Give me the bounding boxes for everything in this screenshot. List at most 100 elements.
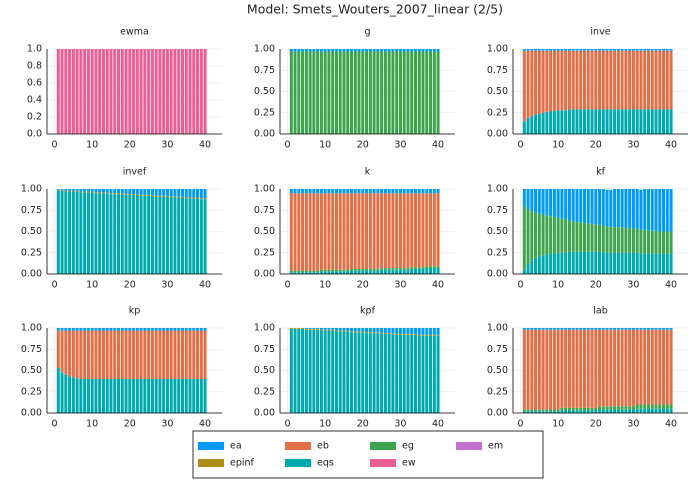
bar-segment [75, 190, 79, 192]
bar-segment [545, 49, 549, 51]
bar-segment [383, 189, 387, 194]
bar-segment [537, 189, 541, 214]
bar-segment [564, 219, 568, 253]
bar-segment [417, 51, 421, 134]
bar-segment [316, 193, 320, 271]
bar-segment [75, 49, 79, 134]
bar-segment [421, 49, 425, 52]
bar-segment [631, 329, 635, 407]
bar-segment [624, 406, 628, 410]
bar-segment [75, 328, 79, 331]
bar-segment [158, 49, 162, 134]
bar-segment [590, 329, 594, 408]
bar-segment [654, 404, 658, 409]
bar-segment [669, 189, 673, 232]
bar-segment [665, 50, 669, 110]
bar-segment [624, 328, 628, 330]
bar-segment [173, 379, 177, 413]
bar-segment [609, 328, 613, 330]
bar-segment [628, 409, 632, 413]
bar-segment [564, 407, 568, 411]
bar-segment [128, 330, 132, 379]
bar-segment [90, 49, 94, 134]
bar-segment [117, 193, 121, 195]
x-tick-label: 30 [627, 140, 639, 151]
bar-segment [575, 222, 579, 252]
bar-segment [526, 49, 530, 51]
bar-segment [534, 189, 538, 213]
bar-segment [522, 50, 526, 122]
bar-segment [583, 328, 587, 330]
bar-segment [575, 329, 579, 408]
bar-segment [586, 328, 590, 330]
bar-segment [654, 230, 658, 254]
bar-segment [537, 409, 541, 412]
bar-segment [665, 231, 669, 254]
bar-segment [147, 194, 151, 196]
y-tick-label: 0.4 [27, 95, 42, 106]
bar-segment [120, 379, 124, 413]
bar-segment [598, 406, 602, 410]
bar-segment [613, 49, 617, 51]
bar-segment [552, 409, 556, 412]
bar-segment [124, 194, 128, 195]
bar-segment [297, 193, 301, 271]
bar-segment [665, 404, 669, 409]
bar-segment [541, 112, 545, 134]
bar-segment [567, 251, 571, 274]
bar-segment [590, 410, 594, 413]
bar-segment [410, 268, 414, 274]
bar-segment [71, 330, 75, 378]
bar-segment [342, 189, 346, 194]
bar-segment [361, 331, 365, 333]
y-tick-label: 0.25 [487, 247, 508, 258]
bar-segment [631, 409, 635, 413]
bar-segment [522, 329, 526, 410]
x-tick-label: 40 [432, 140, 444, 151]
bar-segment [120, 328, 124, 331]
bar-segment [316, 328, 320, 329]
bar-segment [365, 268, 369, 271]
bar-segment [616, 406, 620, 410]
bar-segment [365, 49, 369, 52]
bar-segment [293, 189, 297, 194]
y-tick-label: 0.75 [254, 205, 275, 216]
bar-segment [147, 49, 151, 134]
bar-segment [353, 189, 357, 194]
bar-segment [365, 51, 369, 134]
bar-segment [56, 367, 60, 413]
bar-segment [139, 328, 143, 331]
bar-segment [380, 333, 384, 413]
bar-segment [184, 328, 188, 331]
bar-segment [308, 193, 312, 271]
bar-segment [613, 109, 617, 134]
bar-segment [534, 50, 538, 115]
bar-segment [410, 189, 414, 194]
bar-segment [646, 49, 650, 51]
bar-segment [646, 109, 650, 134]
bar-segment [350, 49, 354, 52]
bar-segment [188, 189, 192, 198]
bar-segment [590, 49, 594, 51]
bar-segment [169, 49, 173, 134]
bar-segment [609, 109, 613, 134]
bar-segment [177, 328, 181, 331]
bar-segment [150, 194, 154, 196]
bar-segment [105, 192, 109, 194]
bar-segment [601, 50, 605, 110]
bar-segment [98, 330, 102, 379]
bar-segment [605, 189, 609, 227]
bar-segment [350, 189, 354, 194]
bar-segment [372, 193, 376, 269]
bar-segment [365, 332, 369, 334]
bar-segment [346, 193, 350, 270]
bar-segment [571, 407, 575, 411]
bar-segment [365, 193, 369, 269]
panel-title: inve [590, 27, 610, 38]
bar-segment [545, 50, 549, 112]
legend-label: em [488, 441, 503, 452]
bar-segment [135, 330, 139, 379]
bar-segment [605, 329, 609, 407]
bar-segment [609, 329, 613, 407]
panel-title: lab [593, 306, 608, 317]
